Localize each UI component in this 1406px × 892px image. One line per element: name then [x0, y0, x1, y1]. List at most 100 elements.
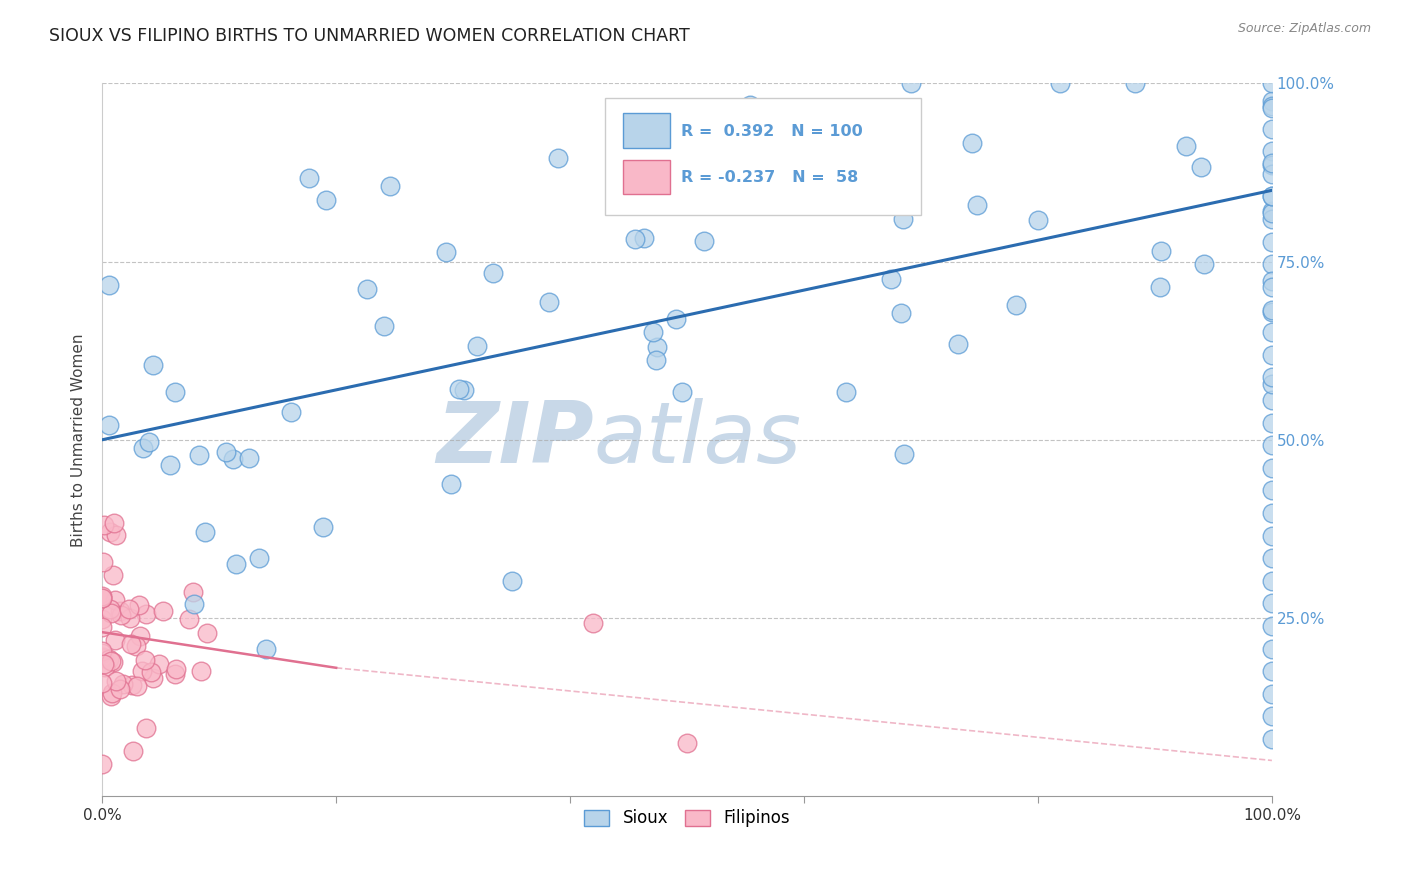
FancyBboxPatch shape — [605, 98, 921, 215]
Point — [1261, 348, 1284, 362]
Point — [1261, 189, 1284, 203]
Point — [118, 611, 141, 625]
Point — [465, 339, 488, 353]
Point — [104, 592, 127, 607]
Legend: Sioux, Filipinos: Sioux, Filipinos — [578, 803, 797, 834]
Point — [91, 612, 114, 626]
Point — [1261, 732, 1284, 747]
Point — [128, 598, 150, 612]
Point — [125, 679, 148, 693]
Point — [738, 98, 761, 112]
Point — [755, 125, 778, 139]
Point — [1175, 139, 1198, 153]
Point — [128, 629, 150, 643]
Point — [1261, 99, 1284, 113]
Point — [547, 151, 569, 165]
Point — [132, 441, 155, 455]
Point — [297, 170, 319, 185]
Point — [1261, 687, 1284, 701]
Point — [98, 524, 121, 539]
Point — [1049, 77, 1071, 91]
Point — [121, 678, 143, 692]
Point — [100, 686, 122, 700]
Point — [93, 657, 115, 671]
Point — [1123, 77, 1146, 91]
Point — [1005, 298, 1028, 312]
Point — [138, 434, 160, 449]
Point — [1261, 460, 1284, 475]
Y-axis label: Births to Unmarried Women: Births to Unmarried Women — [72, 333, 86, 547]
Point — [91, 591, 114, 605]
Point — [197, 626, 219, 640]
Point — [434, 244, 457, 259]
Point — [900, 77, 922, 91]
Point — [103, 655, 125, 669]
Point — [1261, 101, 1284, 115]
Point — [134, 653, 156, 667]
Point — [254, 642, 277, 657]
Point — [91, 591, 114, 606]
Point — [91, 650, 114, 665]
Point — [148, 657, 170, 671]
Point — [135, 607, 157, 621]
Text: atlas: atlas — [593, 398, 801, 482]
Point — [1261, 77, 1284, 91]
Point — [890, 306, 912, 320]
Point — [1261, 94, 1284, 108]
Point — [1261, 325, 1284, 339]
Point — [165, 662, 187, 676]
Point — [91, 756, 114, 771]
Point — [97, 278, 120, 293]
Point — [1261, 167, 1284, 181]
FancyBboxPatch shape — [623, 113, 669, 147]
Text: R =  0.392   N = 100: R = 0.392 N = 100 — [682, 124, 863, 138]
Point — [1261, 506, 1284, 520]
Point — [440, 476, 463, 491]
Point — [108, 604, 131, 618]
Point — [91, 589, 114, 603]
Point — [315, 193, 337, 207]
Point — [141, 665, 163, 679]
Point — [356, 282, 378, 296]
Point — [100, 654, 122, 668]
Point — [1261, 438, 1284, 452]
Point — [1261, 305, 1284, 319]
Point — [693, 234, 716, 248]
Point — [966, 198, 988, 212]
Point — [179, 612, 201, 626]
Point — [1261, 206, 1284, 220]
Point — [1261, 416, 1284, 430]
Point — [1261, 392, 1284, 407]
Point — [1261, 156, 1284, 170]
Point — [165, 667, 187, 681]
Point — [671, 384, 693, 399]
Point — [280, 405, 302, 419]
Point — [501, 574, 523, 588]
Point — [946, 336, 969, 351]
Point — [124, 639, 146, 653]
Point — [378, 178, 401, 193]
Point — [1261, 528, 1284, 542]
Point — [247, 550, 270, 565]
Point — [91, 620, 114, 634]
Point — [1261, 158, 1284, 172]
Point — [1261, 619, 1284, 633]
Point — [104, 633, 127, 648]
Point — [91, 646, 114, 660]
Point — [112, 677, 135, 691]
Point — [1261, 121, 1284, 136]
Point — [453, 383, 475, 397]
Point — [142, 358, 165, 372]
Point — [645, 340, 668, 354]
Point — [1261, 275, 1284, 289]
Point — [91, 644, 114, 658]
Point — [373, 319, 395, 334]
Point — [122, 744, 145, 758]
Point — [159, 458, 181, 472]
Point — [1261, 188, 1284, 202]
Point — [1261, 257, 1284, 271]
Point — [676, 735, 699, 749]
Text: Source: ZipAtlas.com: Source: ZipAtlas.com — [1237, 22, 1371, 36]
Point — [93, 517, 115, 532]
Point — [118, 602, 141, 616]
